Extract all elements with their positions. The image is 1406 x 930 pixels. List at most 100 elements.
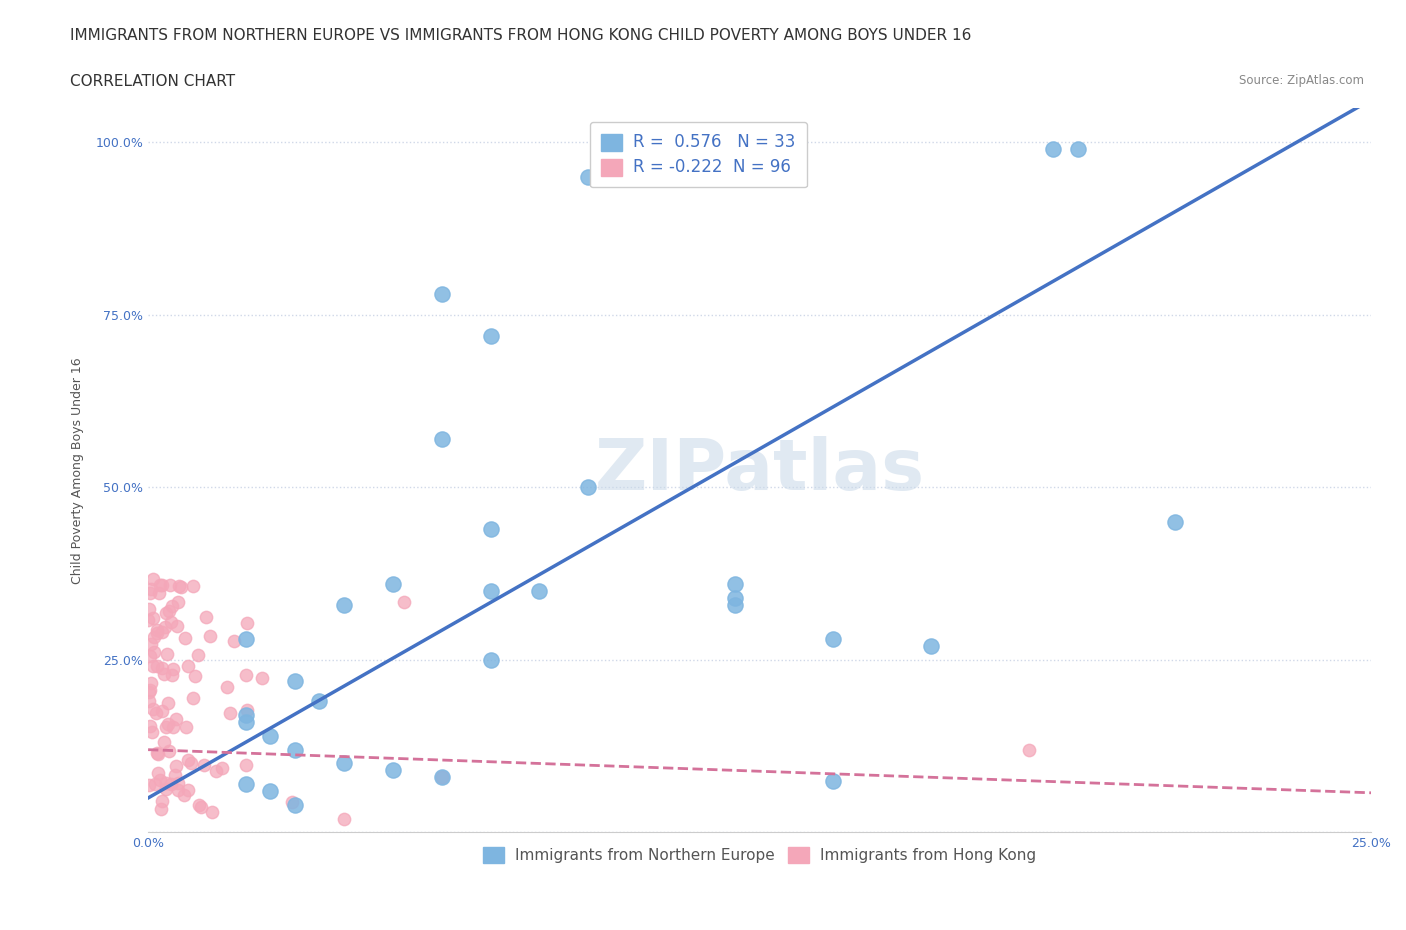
Point [141, 701, 163, 716]
Point [143, 644, 166, 659]
Point [821, 773, 844, 788]
Point [821, 631, 844, 646]
Point [160, 598, 183, 613]
Point [136, 613, 159, 628]
Point [724, 577, 747, 591]
Point [160, 777, 183, 791]
Point [1042, 142, 1064, 157]
Point [211, 761, 233, 776]
Point [142, 630, 165, 644]
Point [152, 667, 174, 682]
Point [235, 757, 257, 772]
Point [177, 752, 200, 767]
Point [187, 647, 209, 662]
Point [146, 765, 169, 780]
Point [138, 777, 160, 792]
Point [167, 776, 190, 790]
Point [173, 631, 195, 645]
Point [1164, 514, 1187, 529]
Point [235, 631, 257, 646]
Text: IMMIGRANTS FROM NORTHERN EUROPE VS IMMIGRANTS FROM HONG KONG CHILD POVERTY AMONG: IMMIGRANTS FROM NORTHERN EUROPE VS IMMIG… [70, 28, 972, 43]
Point [198, 629, 221, 644]
Point [259, 728, 281, 743]
Point [332, 756, 354, 771]
Point [201, 805, 224, 820]
Point [146, 746, 169, 761]
Point [166, 594, 188, 609]
Point [142, 610, 165, 625]
Point [141, 675, 163, 690]
Point [145, 658, 167, 673]
Point [142, 658, 165, 673]
Point [479, 328, 502, 343]
Point [155, 776, 177, 790]
Point [166, 759, 188, 774]
Point [479, 522, 502, 537]
Point [479, 653, 502, 668]
Point [146, 626, 169, 641]
Point [259, 784, 281, 799]
Point [193, 757, 215, 772]
Point [235, 777, 257, 791]
Point [165, 711, 187, 726]
Point [150, 624, 173, 639]
Point [281, 795, 304, 810]
Point [194, 610, 217, 625]
Point [284, 742, 307, 757]
Point [167, 578, 190, 593]
Point [170, 579, 193, 594]
Point [190, 800, 212, 815]
Point [153, 620, 176, 635]
Point [177, 658, 200, 673]
Point [159, 744, 181, 759]
Point [149, 578, 172, 592]
Point [148, 585, 170, 600]
Point [150, 578, 173, 592]
Point [576, 169, 599, 184]
Point [576, 480, 599, 495]
Point [332, 811, 354, 826]
Point [218, 706, 240, 721]
Point [162, 720, 184, 735]
Point [167, 783, 190, 798]
Point [155, 720, 177, 735]
Point [724, 597, 747, 612]
Point [188, 798, 211, 813]
Point [205, 764, 228, 778]
Point [155, 605, 177, 620]
Point [157, 604, 180, 618]
Point [146, 747, 169, 762]
Point [529, 583, 551, 598]
Point [381, 763, 404, 777]
Point [149, 772, 172, 787]
Point [180, 755, 202, 770]
Point [181, 578, 204, 593]
Point [155, 782, 177, 797]
Point [430, 286, 453, 301]
Point [138, 684, 160, 699]
Point [143, 777, 166, 791]
Point [183, 669, 205, 684]
Point [157, 716, 180, 731]
Point [138, 602, 160, 617]
Point [139, 683, 162, 698]
Text: CORRELATION CHART: CORRELATION CHART [70, 74, 235, 89]
Point [236, 702, 259, 717]
Point [165, 768, 187, 783]
Point [159, 578, 181, 593]
Point [392, 594, 415, 609]
Point [181, 691, 204, 706]
Point [479, 583, 502, 598]
Point [250, 671, 273, 685]
Point [381, 577, 404, 591]
Point [149, 802, 172, 817]
Text: Source: ZipAtlas.com: Source: ZipAtlas.com [1239, 74, 1364, 87]
Point [215, 680, 238, 695]
Point [1066, 142, 1088, 157]
Point [150, 660, 173, 675]
Point [139, 719, 162, 734]
Point [235, 714, 257, 729]
Point [284, 797, 307, 812]
Point [332, 597, 354, 612]
Point [152, 735, 174, 750]
